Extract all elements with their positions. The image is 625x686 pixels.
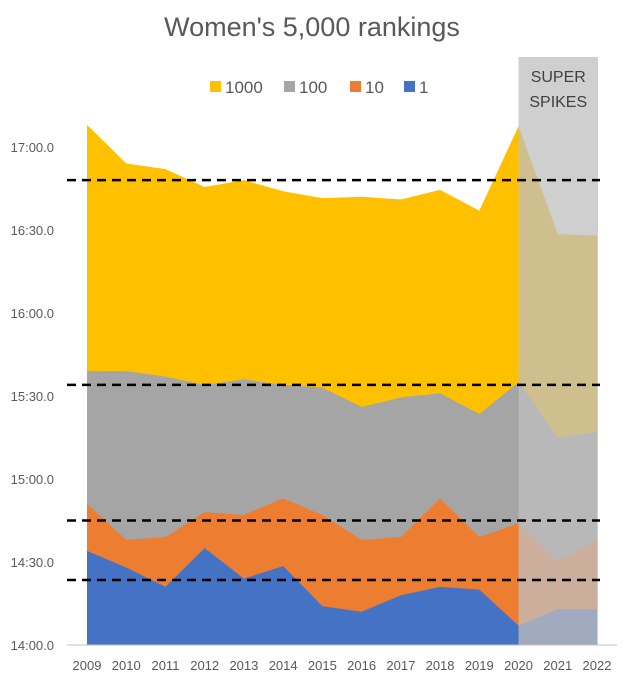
x-tick-label: 2017 xyxy=(386,658,415,673)
series-areas xyxy=(87,124,597,645)
y-tick-label: 15:00.0 xyxy=(11,472,54,487)
x-tick-label: 2022 xyxy=(583,658,612,673)
y-tick-label: 14:30.0 xyxy=(11,555,54,570)
x-tick-label: 2010 xyxy=(112,658,141,673)
y-tick-label: 16:00.0 xyxy=(11,306,54,321)
legend-swatch-1000 xyxy=(210,81,221,92)
legend-label-1000: 1000 xyxy=(225,78,263,97)
x-axis: 2009 2010 2011 2012 2013 2014 2015 2016 2017 2018… xyxy=(73,658,612,673)
super-spikes-label-line1: SUPER xyxy=(531,69,586,86)
x-tick-label: 2019 xyxy=(465,658,494,673)
legend-label-10: 10 xyxy=(365,78,384,97)
x-tick-label: 2014 xyxy=(269,658,298,673)
x-tick-label: 2020 xyxy=(504,658,533,673)
y-axis: 14:00.0 14:30.0 15:00.0 15:30.0 16:00.0 16:30… xyxy=(11,140,54,653)
legend-swatch-1 xyxy=(404,81,415,92)
legend-swatch-100 xyxy=(284,81,295,92)
legend-label-1: 1 xyxy=(419,78,428,97)
legend-label-100: 100 xyxy=(299,78,327,97)
super-spikes-label-line2: SPIKES xyxy=(529,94,587,111)
x-tick-label: 2009 xyxy=(73,658,102,673)
x-tick-label: 2018 xyxy=(426,658,455,673)
x-tick-label: 2012 xyxy=(190,658,219,673)
x-tick-label: 2021 xyxy=(543,658,572,673)
x-tick-label: 2011 xyxy=(151,658,179,673)
area-series-1 xyxy=(87,548,597,645)
x-tick-label: 2016 xyxy=(347,658,376,673)
super-spikes-shade xyxy=(518,57,598,645)
y-tick-label: 15:30.0 xyxy=(11,389,54,404)
y-tick-label: 17:00.0 xyxy=(11,140,54,155)
legend: 1000 100 10 1 xyxy=(210,78,428,97)
chart-title: Women's 5,000 rankings xyxy=(164,12,460,42)
y-tick-label: 16:30.0 xyxy=(11,223,54,238)
y-tick-label: 14:00.0 xyxy=(11,638,54,653)
super-spikes-region: SUPER SPIKES xyxy=(518,57,598,645)
x-tick-label: 2013 xyxy=(229,658,258,673)
legend-swatch-10 xyxy=(350,81,361,92)
x-tick-label: 2015 xyxy=(308,658,337,673)
